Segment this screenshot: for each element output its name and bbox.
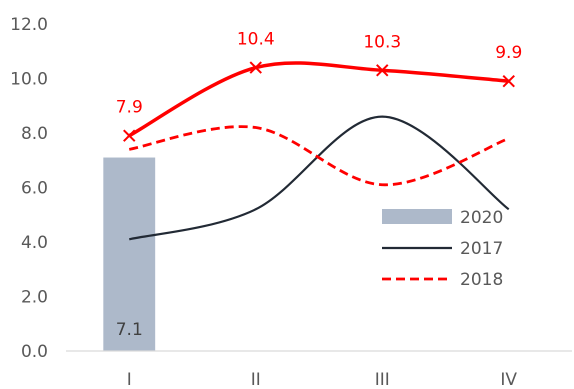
line-2017 — [128, 115, 510, 241]
line-series — [123, 61, 515, 241]
legend-label: 2018 — [460, 270, 503, 290]
data-label: 10.3 — [363, 32, 401, 52]
data-label: 9.9 — [495, 43, 522, 63]
x-tick-label: I — [127, 370, 132, 389]
bar — [103, 157, 156, 351]
legend-label: 2020 — [460, 208, 503, 228]
x-marker — [502, 75, 515, 88]
legend-item: 2020 — [382, 208, 503, 228]
x-tick-label: II — [251, 370, 261, 389]
legend: 2020 2017 2018 — [382, 208, 503, 290]
data-label: 7.9 — [116, 98, 143, 118]
line-2018 — [129, 125, 510, 187]
x-tick-label: III — [375, 370, 390, 389]
legend-item: 2018 — [382, 270, 503, 290]
data-labels: 7.1 7.9 10.4 10.3 9.9 — [116, 30, 523, 340]
axes: 0.02.04.06.08.010.012.0I II III IV — [10, 15, 572, 389]
legend-swatch — [382, 209, 452, 224]
x-marker — [376, 64, 389, 77]
y-tick-label: 12.0 — [10, 15, 48, 35]
x-tick-label: IV — [500, 370, 517, 389]
bar-series-2020 — [103, 157, 156, 351]
bar-value-label: 7.1 — [116, 320, 143, 340]
y-tick-label: 10.0 — [10, 70, 48, 90]
y-tick-label: 6.0 — [21, 179, 48, 199]
y-tick-label: 2.0 — [21, 288, 48, 308]
x-marker — [123, 129, 136, 142]
legend-item: 2017 — [382, 239, 503, 259]
x-marker — [249, 61, 262, 74]
y-tick-label: 0.0 — [21, 342, 48, 362]
data-label: 10.4 — [237, 30, 275, 50]
legend-label: 2017 — [460, 239, 503, 259]
line-series — [128, 61, 509, 138]
y-tick-label: 8.0 — [21, 124, 48, 144]
y-tick-label: 4.0 — [21, 233, 48, 253]
